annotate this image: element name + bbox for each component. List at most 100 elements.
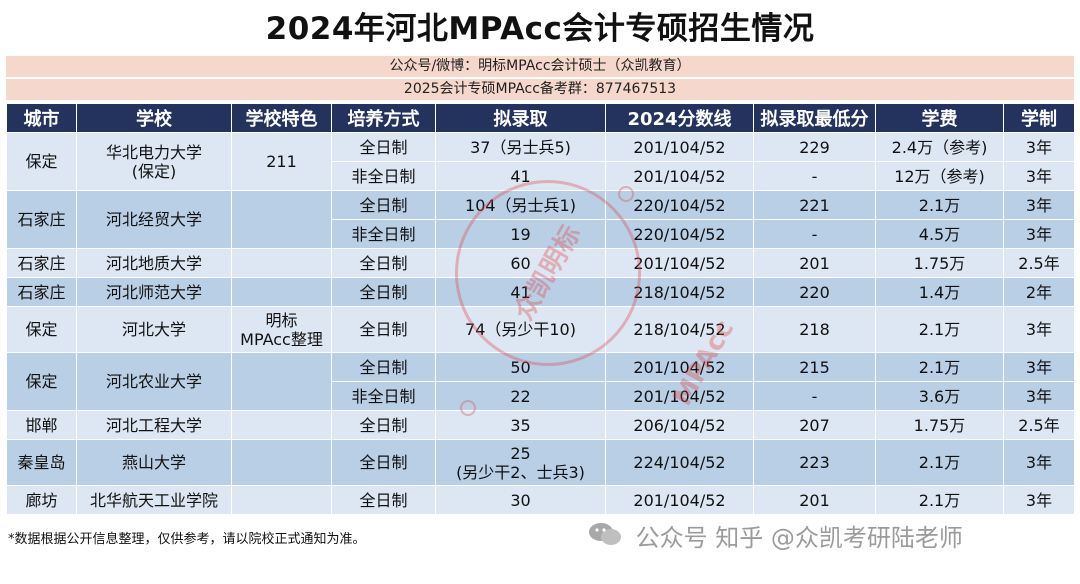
cell-fee: 1.4万 xyxy=(875,277,1004,307)
table-header-row: 城市 学校 学校特色 培养方式 拟录取 2024分数线 拟录取最低分 学费 学制 xyxy=(6,103,1075,133)
cell-fee: 2.1万 xyxy=(875,190,1004,220)
cell-score: 206/104/52 xyxy=(605,410,754,440)
cell-fee: 1.75万 xyxy=(875,248,1004,278)
feature-line1: 明标 xyxy=(265,310,298,330)
cell-city: 保定 xyxy=(6,352,77,411)
cell-min-score: 201 xyxy=(753,485,876,515)
cell-fee: 2.1万 xyxy=(875,439,1004,486)
cell-mode: 非全日制 xyxy=(331,381,436,411)
col-header-school: 学校 xyxy=(76,103,232,133)
cell-admit: 37（另士兵5) xyxy=(435,132,606,162)
cell-score: 220/104/52 xyxy=(605,190,754,220)
cell-feature: 明标 MPAcc整理 xyxy=(231,306,332,353)
cell-admit: 74（另少干10) xyxy=(435,306,606,353)
cell-admit: 35 xyxy=(435,410,606,440)
cell-years: 3年 xyxy=(1003,352,1075,382)
cell-mode: 全日制 xyxy=(331,352,436,382)
cell-mode: 全日制 xyxy=(331,306,436,353)
cell-mode: 非全日制 xyxy=(331,219,436,249)
cell-min-score: 223 xyxy=(753,439,876,486)
cell-mode: 全日制 xyxy=(331,248,436,278)
cell-years: 3年 xyxy=(1003,132,1075,162)
cell-years: 3年 xyxy=(1003,161,1075,191)
watermark-label: 公众号 知乎 @众凯考研陆老师 xyxy=(635,524,963,552)
cell-admit: 50 xyxy=(435,352,606,382)
cell-feature xyxy=(231,277,332,307)
cell-feature xyxy=(231,439,332,486)
cell-score: 220/104/52 xyxy=(605,219,754,249)
cell-city: 石家庄 xyxy=(6,190,77,249)
cell-min-score: 201 xyxy=(753,248,876,278)
cell-city: 邯郸 xyxy=(6,410,77,440)
cell-mode: 全日制 xyxy=(331,439,436,486)
cell-feature xyxy=(231,190,332,249)
cell-city: 保定 xyxy=(6,132,77,191)
cell-feature xyxy=(231,352,332,411)
cell-fee: 2.1万 xyxy=(875,485,1004,515)
cell-admit: 104（另士兵1) xyxy=(435,190,606,220)
cell-fee: 4.5万 xyxy=(875,219,1004,249)
cell-years: 3年 xyxy=(1003,439,1075,486)
table-row: 非全日制 41 201/104/52 - 12万（参考) 3年 xyxy=(7,161,1075,191)
info-line-public-account: 公众号/微博：明标MPAcc会计硕士（众凯教育） xyxy=(6,56,1074,77)
cell-fee: 2.4万（参考) xyxy=(875,132,1004,162)
cell-score: 201/104/52 xyxy=(605,381,754,411)
cell-score: 201/104/52 xyxy=(605,248,754,278)
table-row: 邯郸 河北工程大学 全日制 35 206/104/52 207 1.75万 2.… xyxy=(6,410,1075,440)
cell-mode: 非全日制 xyxy=(331,161,436,191)
cell-fee: 3.6万 xyxy=(875,381,1004,411)
cell-city: 廊坊 xyxy=(6,485,77,515)
cell-city: 石家庄 xyxy=(6,277,77,307)
cell-min-score: 220 xyxy=(753,277,876,307)
cell-city: 保定 xyxy=(6,306,77,353)
school-name-line1: 华北电力大学 xyxy=(105,142,202,162)
cell-fee: 1.75万 xyxy=(875,410,1004,440)
cell-admit: 60 xyxy=(435,248,606,278)
cell-min-score: 229 xyxy=(753,132,876,162)
cell-mode: 全日制 xyxy=(331,277,436,307)
col-header-score: 2024分数线 xyxy=(605,103,754,133)
cell-min-score: 207 xyxy=(753,410,876,440)
cell-score: 218/104/52 xyxy=(605,277,754,307)
cell-school: 河北地质大学 xyxy=(76,248,232,278)
cell-school: 华北电力大学 (保定) xyxy=(76,132,232,191)
cell-school: 北华航天工业学院 xyxy=(76,485,232,515)
table-row: 石家庄 河北经贸大学 全日制 104（另士兵1) 220/104/52 221 … xyxy=(6,190,1075,249)
col-header-min-score: 拟录取最低分 xyxy=(753,103,876,133)
col-header-feature: 学校特色 xyxy=(231,103,332,133)
feature-line2: MPAcc整理 xyxy=(240,329,323,349)
watermark-text: 公众号 知乎 @众凯考研陆老师 xyxy=(588,520,1068,556)
school-name-line2: (保定) xyxy=(131,161,177,181)
cell-school: 河北农业大学 xyxy=(76,352,232,411)
info-line-group: 2025会计专硕MPAcc备考群：877467513 xyxy=(6,79,1074,100)
cell-admit: 19 xyxy=(435,219,606,249)
cell-school: 燕山大学 xyxy=(76,439,232,486)
cell-admit: 25 (另少干2、士兵3) xyxy=(435,439,606,486)
cell-school: 河北工程大学 xyxy=(76,410,232,440)
col-header-city: 城市 xyxy=(6,103,77,133)
cell-score: 224/104/52 xyxy=(605,439,754,486)
cell-min-score: 221 xyxy=(753,190,876,220)
table-row: 保定 河北大学 明标 MPAcc整理 全日制 74（另少干10) 218/104/… xyxy=(6,306,1075,353)
table-row: 秦皇岛 燕山大学 全日制 25 (另少干2、士兵3) 224/104/52 223… xyxy=(6,439,1075,486)
cell-feature xyxy=(231,410,332,440)
cell-city: 秦皇岛 xyxy=(6,439,77,486)
table-row: 保定 河北农业大学 全日制 50 201/104/52 215 2.1万 3年 xyxy=(6,352,1075,411)
cell-min-score: - xyxy=(753,381,876,411)
footnote: *数据根据公开信息整理，仅供参考，请以院校正式通知为准。 xyxy=(8,532,366,547)
admit-line1: 25 xyxy=(510,443,531,463)
cell-years: 3年 xyxy=(1003,485,1075,515)
cell-fee: 2.1万 xyxy=(875,306,1004,353)
table-row: 保定 华北电力大学 (保定) 211 全日制 37（另士兵5) 201/104/5… xyxy=(6,132,1075,191)
cell-feature: 211 xyxy=(231,132,332,191)
cell-admit: 41 xyxy=(435,277,606,307)
cell-feature xyxy=(231,485,332,515)
stamp-dot-icon xyxy=(618,186,634,202)
col-header-fee: 学费 xyxy=(875,103,1004,133)
cell-school: 河北大学 xyxy=(76,306,232,353)
cell-years: 3年 xyxy=(1003,190,1075,220)
cell-years: 2年 xyxy=(1003,277,1075,307)
cell-min-score: - xyxy=(753,161,876,191)
cell-school: 河北经贸大学 xyxy=(76,190,232,249)
cell-score: 218/104/52 xyxy=(605,306,754,353)
